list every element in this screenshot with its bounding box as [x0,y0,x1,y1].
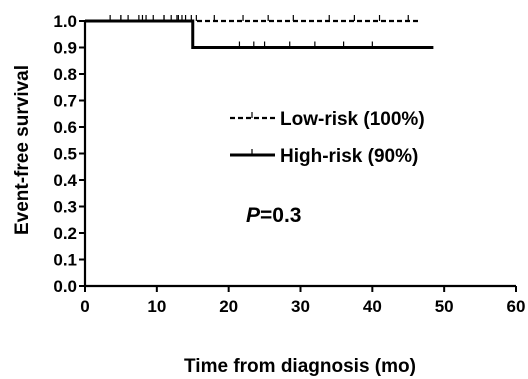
y-tick-label: 0.5 [53,145,77,164]
y-tick-label: 0.7 [53,92,77,111]
x-tick-label: 60 [507,297,526,316]
x-ticks: 0 10 20 30 40 50 60 [80,286,525,316]
y-tick-label: 0.8 [53,65,77,84]
y-tick-label: 0.0 [53,277,77,296]
y-tick-label: 0.2 [53,224,77,243]
y-tick-label: 0.3 [53,198,77,217]
y-tick-label: 0.4 [53,171,77,190]
y-tick-label: 0.1 [53,251,77,270]
x-tick-label: 20 [219,297,238,316]
survival-curves [85,15,434,49]
series-line-2 [85,19,434,49]
legend-label-2: High-risk (90%) [280,146,418,167]
y-tick-label: 0.9 [53,39,77,58]
x-tick-label: 0 [80,297,89,316]
legend-label-1: Low-risk (100%) [280,109,425,130]
x-tick-label: 10 [147,297,166,316]
legend: Low-risk (100%) High-risk (90%) [230,109,425,167]
p-value-number: =0.3 [260,204,301,227]
y-tick-label: 0.6 [53,118,77,137]
p-value-symbol: P [246,204,261,227]
x-axis-label: Time from diagnosis (mo) [184,356,416,377]
x-tick-label: 50 [435,297,454,316]
x-tick-label: 30 [291,297,310,316]
p-value-annotation: P=0.3 [246,204,301,227]
y-tick-label: 1.0 [53,12,77,31]
x-tick-label: 40 [363,297,382,316]
y-axis-label: Event-free survival [12,65,33,235]
y-ticks: 0.0 0.1 0.2 0.3 0.4 0.5 0.6 0.7 0.8 0.9 1.0 [53,12,85,296]
